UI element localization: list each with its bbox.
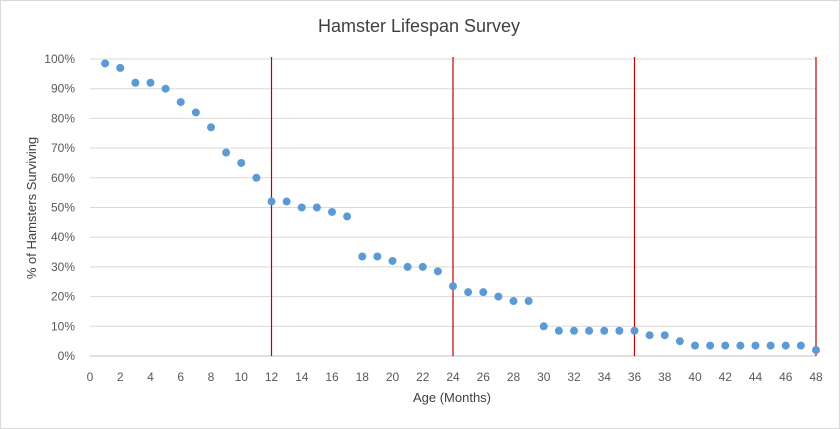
y-tick-label: 90% <box>51 82 75 96</box>
data-points <box>101 59 820 355</box>
y-tick-label: 10% <box>51 319 75 333</box>
x-tick-label: 48 <box>809 370 823 384</box>
x-tick-label: 2 <box>117 370 124 384</box>
data-point <box>524 297 533 306</box>
data-point <box>131 78 140 87</box>
y-tick-label: 70% <box>51 141 75 155</box>
x-tick-label: 40 <box>688 370 702 384</box>
y-axis-title: % of Hamsters Surviving <box>24 137 39 279</box>
x-tick-label: 12 <box>265 370 279 384</box>
data-point <box>101 59 110 68</box>
data-point <box>252 173 261 182</box>
x-tick-label: 4 <box>147 370 154 384</box>
data-point <box>191 108 200 117</box>
x-axis-title: Age (Months) <box>413 390 491 405</box>
x-tick-label: 32 <box>567 370 581 384</box>
data-point <box>812 346 820 355</box>
x-tick-label: 18 <box>356 370 370 384</box>
x-tick-label: 16 <box>325 370 339 384</box>
y-tick-label: 80% <box>51 111 75 125</box>
x-tick-label: 28 <box>507 370 521 384</box>
data-point <box>494 292 503 301</box>
y-tick-label: 0% <box>58 349 76 363</box>
x-tick-label: 44 <box>749 370 763 384</box>
chart-title: Hamster Lifespan Survey <box>318 16 520 36</box>
data-point <box>630 326 639 335</box>
data-point <box>403 262 412 271</box>
x-tick-label: 38 <box>658 370 672 384</box>
x-tick-label: 42 <box>719 370 733 384</box>
data-point <box>721 341 730 350</box>
data-point <box>267 197 276 206</box>
y-axis-tick-labels: 0% 10% 20% 30% 40% 50% 60% 70% 80% 90% 100% <box>44 52 75 363</box>
data-point <box>554 326 563 335</box>
x-tick-label: 36 <box>628 370 642 384</box>
y-tick-label: 20% <box>51 290 75 304</box>
data-point <box>766 341 775 350</box>
data-point <box>418 262 427 271</box>
data-point <box>570 326 578 335</box>
y-tick-label: 50% <box>51 201 75 215</box>
data-point <box>161 84 170 93</box>
vertical-marker-lines <box>270 57 817 356</box>
data-point <box>207 123 215 132</box>
x-tick-label: 0 <box>87 370 94 384</box>
data-point <box>312 203 321 212</box>
x-tick-label: 14 <box>295 370 309 384</box>
data-point <box>146 78 155 87</box>
data-point <box>781 341 790 350</box>
data-point <box>433 267 442 276</box>
x-tick-label: 34 <box>598 370 612 384</box>
data-point <box>645 331 654 340</box>
y-tick-label: 40% <box>51 230 75 244</box>
data-point <box>237 158 246 167</box>
data-point <box>539 322 548 331</box>
data-point <box>751 341 760 350</box>
data-point <box>464 288 473 297</box>
x-tick-label: 46 <box>779 370 793 384</box>
data-point <box>585 326 594 335</box>
data-point <box>297 203 306 212</box>
x-tick-label: 22 <box>416 370 430 384</box>
data-point <box>176 98 185 107</box>
data-point <box>282 197 291 206</box>
x-tick-label: 20 <box>386 370 400 384</box>
x-tick-label: 26 <box>477 370 491 384</box>
x-axis-tick-labels: 0 2 4 6 8 10 12 14 16 18 20 22 24 26 28 30 32 34 36 38 40 42 4… <box>87 370 823 384</box>
data-point <box>600 326 609 335</box>
data-point <box>358 252 367 261</box>
y-tick-label: 100% <box>44 52 75 66</box>
data-point <box>706 341 715 350</box>
data-point <box>449 282 457 291</box>
y-tick-label: 30% <box>51 260 75 274</box>
data-point <box>615 326 624 335</box>
data-point <box>660 331 669 340</box>
data-point <box>116 63 125 72</box>
data-point <box>222 148 231 157</box>
x-tick-label: 10 <box>235 370 249 384</box>
data-point <box>328 207 336 216</box>
x-tick-label: 6 <box>177 370 184 384</box>
x-tick-label: 24 <box>446 370 460 384</box>
data-point <box>479 288 488 297</box>
data-point <box>343 212 352 221</box>
data-point <box>373 252 382 261</box>
data-point <box>675 337 684 346</box>
data-point <box>509 297 518 306</box>
data-point <box>691 341 699 350</box>
x-tick-label: 8 <box>208 370 215 384</box>
data-point <box>796 341 805 350</box>
x-tick-label: 30 <box>537 370 551 384</box>
data-point <box>388 256 397 265</box>
data-point <box>736 341 745 350</box>
y-tick-label: 60% <box>51 171 75 185</box>
